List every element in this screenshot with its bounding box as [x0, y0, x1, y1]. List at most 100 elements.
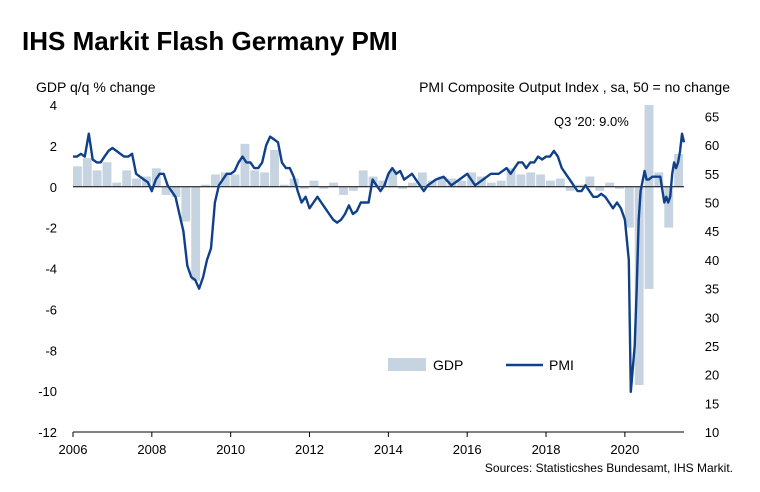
gdp-bar: [644, 105, 654, 289]
x-tick-label: 2010: [216, 442, 245, 457]
legend-pmi-label: PMI: [549, 357, 574, 373]
gdp-bar: [457, 180, 467, 187]
gdp-bar: [595, 186, 605, 191]
gdp-bar: [339, 186, 348, 195]
gdp-bar: [358, 170, 368, 187]
right-tick-label: 20: [705, 368, 719, 383]
right-tick-label: 40: [705, 253, 719, 268]
x-tick-label: 2006: [59, 442, 88, 457]
right-tick-label: 10: [705, 425, 719, 440]
gdp-bar: [427, 180, 437, 187]
gdp-bar: [555, 178, 565, 187]
x-tick-label: 2014: [374, 442, 403, 457]
gdp-bar: [220, 172, 230, 187]
left-tick-label: -8: [45, 343, 57, 358]
gdp-bar: [565, 186, 575, 191]
legend-gdp-swatch: [388, 358, 426, 371]
left-axis-ticks: 4 2 0 -2 -4 -6 -8 -10 -12: [38, 98, 57, 440]
gdp-bar: [388, 170, 398, 187]
left-tick-label: 4: [50, 98, 57, 113]
right-axis-title: PMI Composite Output Index , sa, 50 = no…: [419, 79, 730, 95]
gdp-bar: [526, 172, 536, 187]
left-tick-label: 0: [50, 180, 57, 195]
gdp-bar: [664, 186, 674, 228]
gdp-bar: [250, 170, 260, 187]
gdp-bar: [161, 186, 171, 195]
gdp-series: [73, 105, 683, 385]
left-tick-label: -12: [38, 425, 57, 440]
chart-title: IHS Markit Flash Germany PMI: [22, 26, 398, 56]
gdp-bar: [585, 176, 595, 187]
gdp-bar: [240, 143, 250, 187]
gdp-bar: [634, 186, 644, 385]
gdp-bar: [122, 170, 132, 187]
gdp-bar: [112, 182, 122, 187]
gdp-bar: [536, 174, 546, 187]
source-note: Sources: Statisticshes Bundesamt, IHS Ma…: [485, 461, 733, 475]
gdp-bar: [230, 174, 240, 187]
gdp-bar: [605, 182, 615, 187]
left-axis-title: GDP q/q % change: [36, 79, 156, 95]
right-tick-label: 25: [705, 339, 719, 354]
right-tick-label: 15: [705, 396, 719, 411]
right-tick-label: 60: [705, 138, 719, 153]
gdp-bar: [575, 184, 585, 187]
left-tick-label: -4: [45, 262, 57, 277]
gdp-bar: [398, 186, 408, 189]
gdp-bar: [309, 180, 319, 187]
x-tick-label: 2018: [532, 442, 561, 457]
gdp-bar: [329, 182, 339, 187]
x-tick-label: 2020: [610, 442, 639, 457]
gdp-bar: [181, 186, 191, 222]
legend-gdp-label: GDP: [433, 357, 463, 373]
gdp-bar: [73, 166, 82, 187]
right-tick-label: 45: [705, 224, 719, 239]
gdp-bar: [546, 180, 555, 187]
gdp-bar: [437, 176, 447, 187]
gdp-annotation: Q3 '20: 9.0%: [554, 114, 629, 129]
gdp-bar: [210, 174, 220, 187]
gdp-bar: [408, 182, 417, 187]
gdp-bar: [171, 186, 181, 197]
legend: GDP PMI: [388, 357, 574, 373]
x-tick-label: 2008: [137, 442, 166, 457]
left-tick-label: -10: [38, 384, 57, 399]
pmi-series-line: [73, 132, 686, 393]
gdp-bar: [447, 178, 457, 187]
x-axis-ticks: 2006 2008 2010 2012 2014 2016 2018 2020: [59, 432, 639, 457]
gdp-bar: [299, 186, 309, 189]
left-tick-label: -2: [45, 221, 57, 236]
gdp-bar: [674, 154, 683, 187]
gdp-bar: [654, 172, 664, 187]
gdp-bar: [615, 186, 624, 189]
left-tick-label: -6: [45, 302, 57, 317]
gdp-bar: [516, 174, 526, 187]
gdp-bar: [92, 170, 102, 187]
gdp-bar: [102, 162, 112, 187]
right-tick-label: 65: [705, 109, 719, 124]
x-tick-label: 2016: [453, 442, 482, 457]
gdp-bar: [132, 178, 141, 187]
gdp-bar: [201, 184, 210, 187]
gdp-bar: [496, 180, 506, 187]
gdp-bar: [506, 168, 516, 187]
gdp-bar: [417, 172, 427, 187]
gdp-bar: [378, 180, 388, 187]
right-tick-label: 55: [705, 167, 719, 182]
gdp-bar: [270, 149, 279, 187]
x-tick-label: 2012: [295, 442, 324, 457]
gdp-bar: [279, 184, 289, 187]
left-tick-label: 2: [50, 139, 57, 154]
gdp-bar: [82, 158, 92, 187]
gdp-bar: [260, 172, 270, 187]
right-tick-label: 50: [705, 196, 719, 211]
right-tick-label: 30: [705, 310, 719, 325]
gdp-bar: [319, 186, 329, 189]
gdp-bar: [348, 186, 358, 191]
right-axis-ticks: 65 60 55 50 45 40 35 30 25 20 15 10: [705, 109, 719, 440]
gdp-bar: [191, 186, 201, 281]
gdp-bar: [624, 186, 634, 228]
right-tick-label: 35: [705, 282, 719, 297]
gdp-bar: [486, 182, 496, 187]
